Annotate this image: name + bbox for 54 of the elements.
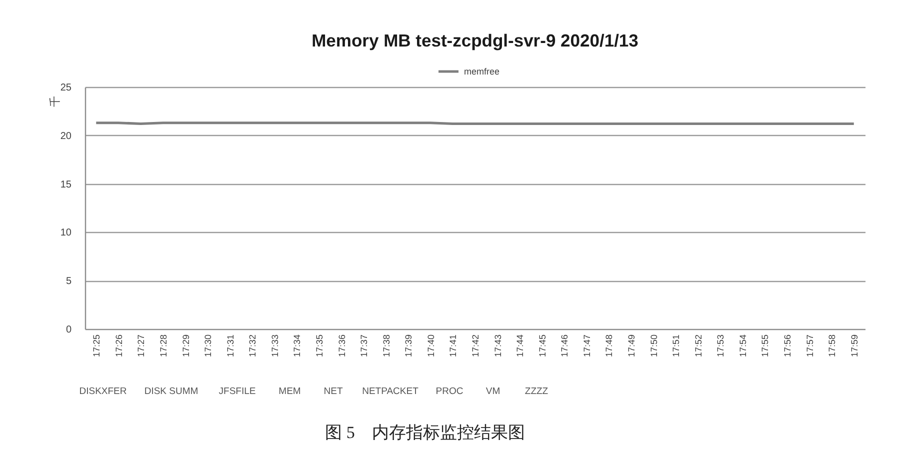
text: JFSFILE [218, 386, 256, 397]
x-tick-label: 17:45 [537, 334, 548, 358]
x-tick-label: 17:31 [225, 334, 236, 358]
x-tick-label: 17:55 [760, 334, 770, 358]
x-tick-label: 17:43 [492, 334, 503, 358]
x-tick-label: 17:59 [849, 334, 860, 358]
text: DISK SUMM [144, 386, 198, 397]
x-tick-label: 17:40 [426, 334, 436, 358]
x-tick-label: 17:57 [804, 334, 815, 358]
y-tick-label: 0 [66, 324, 72, 336]
x-tick-label: 17:35 [314, 334, 324, 358]
x-tick-label: 17:48 [604, 334, 614, 358]
x-tick-label: 17:50 [648, 334, 659, 358]
x-tick-label: 17:33 [270, 334, 280, 358]
text: PROC [436, 386, 464, 397]
y-tick-label: 20 [60, 130, 72, 142]
text: MEM [278, 386, 301, 397]
text: ZZZZ [524, 386, 548, 397]
chart-title: Memory MB test-zcpdgl-svr-9 2020/1/13 [312, 30, 639, 50]
x-tick-label: 17:49 [626, 334, 636, 358]
x-tick-label: 17:41 [448, 334, 458, 358]
y-tick-label: 5 [66, 276, 72, 288]
x-tick-label: 17:53 [716, 334, 726, 358]
text: NETPACKET [362, 386, 419, 397]
y-tick-label: 15 [60, 179, 72, 190]
x-tick-label: 17:25 [92, 334, 102, 358]
x-tick-label: 17:51 [671, 334, 682, 358]
text: VM [486, 386, 500, 397]
x-tick-label: 17:30 [203, 334, 214, 358]
x-tick-label: 17:32 [248, 334, 258, 358]
x-tick-label: 17:39 [404, 334, 414, 358]
y-axis-title: 千 [48, 96, 62, 107]
caption: 图 5 内存指标监控结果图 [325, 423, 525, 442]
text: NET [324, 386, 343, 397]
legend-label: memfree [464, 66, 500, 76]
x-tick-label: 17:52 [693, 334, 704, 358]
x-tick-label: 17:44 [515, 334, 526, 358]
x-tick-label: 17:47 [582, 334, 592, 358]
x-tick-label: 17:36 [336, 334, 347, 358]
x-tick-label: 17:34 [292, 334, 302, 358]
x-tick-label: 17:46 [560, 334, 570, 358]
y-tick-label: 10 [60, 228, 72, 239]
x-tick-label: 17:27 [136, 334, 146, 358]
x-tick-label: 17:28 [158, 334, 168, 358]
y-tick-label: 25 [60, 82, 72, 94]
x-tick-label: 17:26 [114, 334, 124, 358]
x-tick-label: 17:29 [180, 334, 191, 358]
x-tick-label: 17:54 [738, 334, 748, 358]
x-tick-label: 17:56 [782, 334, 792, 358]
x-tick-label: 17:37 [359, 334, 370, 358]
x-tick-label: 17:42 [470, 334, 480, 358]
text: DISKXFER [79, 386, 127, 397]
x-tick-label: 17:38 [381, 334, 392, 358]
x-tick-label: 17:58 [827, 334, 838, 358]
